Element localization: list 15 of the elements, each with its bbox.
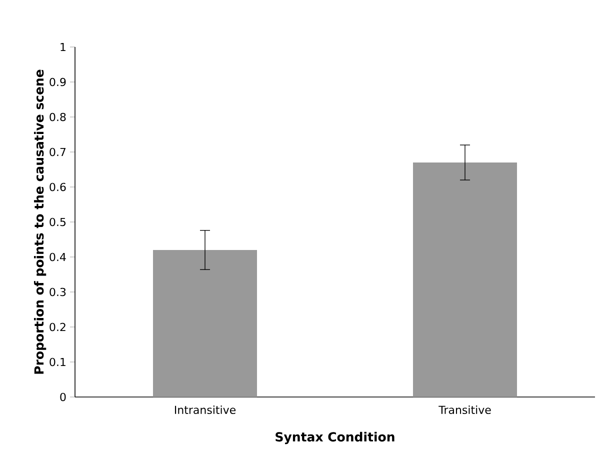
y-tick-label: 0.3 — [50, 288, 66, 296]
x-tick-label: Intransitive — [174, 406, 236, 414]
y-tick-label: 0.9 — [50, 78, 66, 86]
y-tick-label: 0.8 — [50, 112, 66, 122]
y-axis-title: Proportion of points to the causative scene — [34, 70, 46, 374]
y-tick-label: 0.7 — [50, 148, 66, 156]
y-tick-label: 1 — [60, 42, 66, 52]
y-tick-label: 0 — [60, 392, 66, 402]
x-tick-label: Transitive — [438, 406, 491, 414]
y-tick-label: 0.4 — [50, 252, 66, 262]
y-tick-label: 0.5 — [50, 218, 66, 226]
x-axis-title: Syntax Condition — [276, 432, 394, 444]
y-tick-label: 0.6 — [50, 182, 66, 192]
y-tick-label: 0.1 — [50, 358, 66, 366]
y-tick-label: 0.2 — [50, 322, 66, 332]
